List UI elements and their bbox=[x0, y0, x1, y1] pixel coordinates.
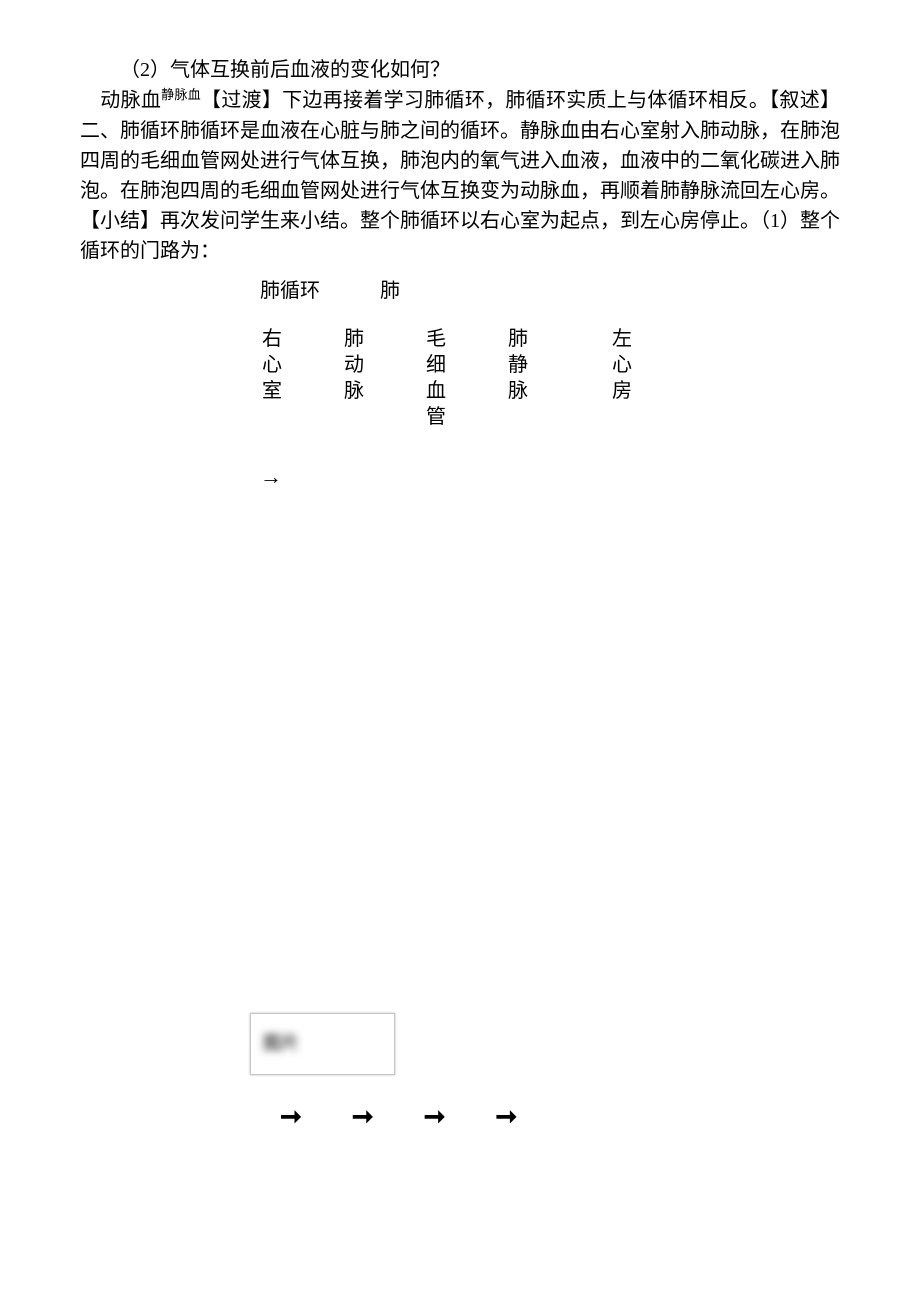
image-placeholder-text: 图片 bbox=[263, 1030, 299, 1057]
flow-node-pulmonary-artery: 肺动脉 bbox=[342, 326, 366, 404]
superscript-text: 静脉血 bbox=[161, 87, 201, 102]
body-text: 【过渡】下边再接着学习肺循环，肺循环实质上与体循环相反。【叙述】二、肺循环肺循环… bbox=[80, 90, 840, 262]
flowchart-title-right: 肺 bbox=[380, 276, 420, 306]
flowchart-nodes-row: 右心室 肺动脉 毛细血管 肺静脉 左心房 bbox=[260, 326, 680, 430]
pulmonary-flowchart: 肺循环 肺 右心室 肺动脉 毛细血管 肺静脉 左心房 → bbox=[260, 276, 680, 493]
flow-node-left-atrium: 左心房 bbox=[610, 326, 634, 404]
flow-node-pulmonary-vein: 肺静脉 bbox=[506, 326, 530, 404]
flowchart-title-left: 肺循环 bbox=[260, 276, 380, 306]
arrow-icon: ➞ bbox=[352, 1097, 374, 1136]
bottom-arrow-row: ➞ ➞ ➞ ➞ bbox=[280, 1097, 840, 1136]
flowchart-arrow-row: → bbox=[260, 460, 680, 493]
main-paragraph: 动脉血静脉血【过渡】下边再接着学习肺循环，肺循环实质上与体循环相反。【叙述】二、… bbox=[80, 85, 840, 266]
lead-text: 动脉血 bbox=[100, 90, 161, 112]
arrow-icon: ➞ bbox=[495, 1097, 517, 1136]
flow-node-capillary: 毛细血管 bbox=[424, 326, 448, 430]
flow-node-right-ventricle: 右心室 bbox=[260, 326, 284, 404]
image-placeholder-box: 图片 bbox=[250, 1013, 395, 1075]
arrow-icon: → bbox=[260, 464, 282, 489]
arrow-icon: ➞ bbox=[280, 1097, 302, 1136]
question-line: （2）气体互换前后血液的变化如何？ bbox=[80, 55, 840, 85]
flowchart-title-row: 肺循环 肺 bbox=[260, 276, 680, 306]
arrow-icon: ➞ bbox=[424, 1097, 446, 1136]
document-page: （2）气体互换前后血液的变化如何？ 动脉血静脉血【过渡】下边再接着学习肺循环，肺… bbox=[0, 0, 920, 1176]
